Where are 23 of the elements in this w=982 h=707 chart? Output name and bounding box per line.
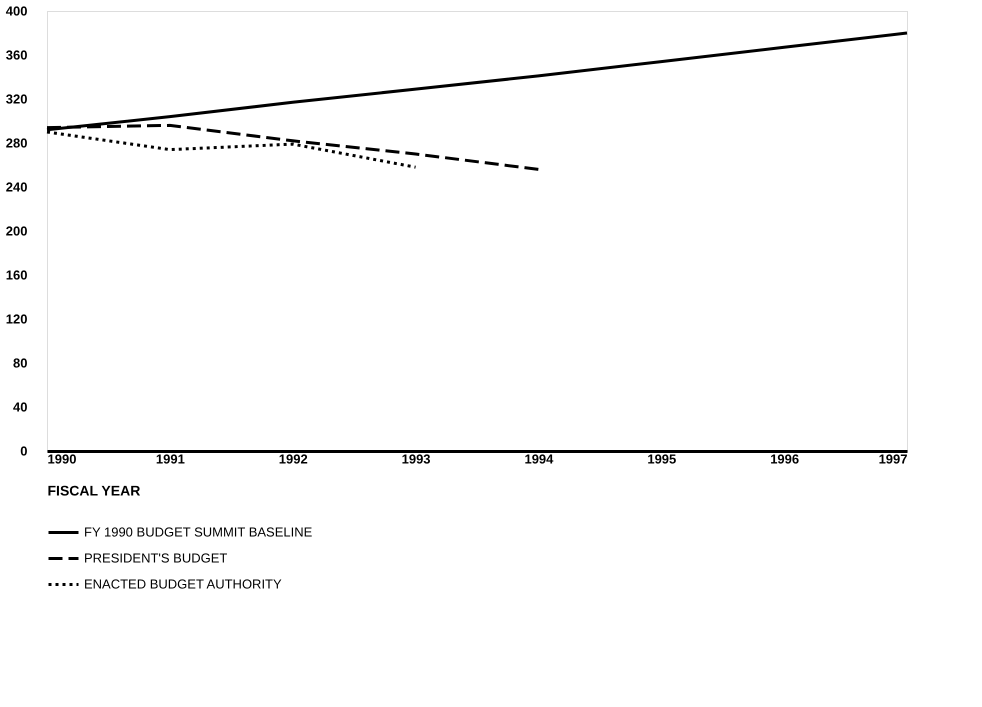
y-tick-label: 200: [6, 224, 28, 238]
x-tick-label: 1995: [647, 452, 676, 466]
y-tick-label: 120: [6, 312, 28, 326]
legend-label: FY 1990 BUDGET SUMMIT BASELINE: [84, 524, 313, 540]
x-axis-title: FISCAL YEAR: [48, 482, 140, 498]
y-tick-label: 0: [20, 444, 28, 458]
legend-label: ENACTED BUDGET AUTHORITY: [84, 576, 282, 592]
y-tick-label: 320: [6, 92, 28, 106]
x-tick-label: 1992: [278, 452, 308, 466]
y-tick-label: 400: [6, 4, 28, 18]
x-tick-label: 1990: [48, 452, 76, 466]
y-tick-label: 160: [6, 268, 28, 282]
x-tick-label: 1996: [770, 452, 800, 466]
legend-label: PRESIDENT'S BUDGET: [84, 550, 228, 566]
y-tick-label: 360: [6, 48, 28, 62]
x-tick-label: 1991: [156, 452, 185, 466]
x-tick-label: 1997: [878, 452, 908, 466]
x-tick-label: 1993: [402, 452, 431, 466]
y-tick-label: 80: [13, 356, 28, 370]
y-tick-label: 40: [13, 400, 28, 414]
y-tick-label: 240: [6, 180, 28, 194]
y-tick-label: 280: [6, 136, 28, 150]
x-tick-label: 1994: [524, 452, 554, 466]
